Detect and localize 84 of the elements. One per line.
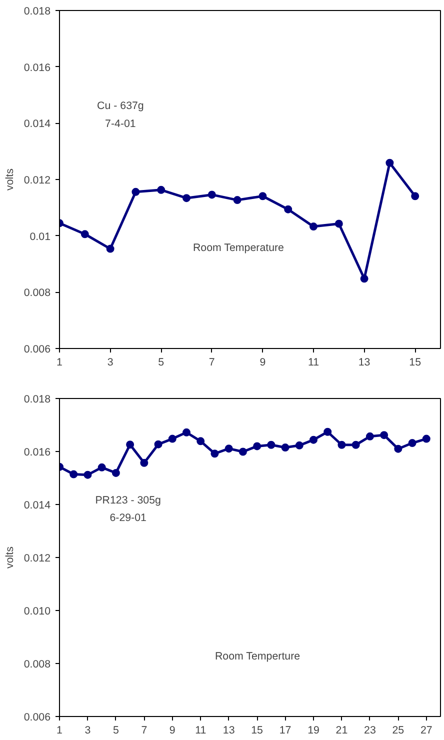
- point: [98, 463, 106, 472]
- y-tick-label: 0.016: [24, 446, 51, 458]
- x-tick-label: 7: [141, 724, 148, 736]
- x-tick-label: 9: [169, 724, 176, 736]
- point: [106, 244, 114, 253]
- y-axis-title: volts: [4, 546, 16, 568]
- annotation: Cu - 637g: [97, 100, 144, 112]
- point: [140, 458, 148, 467]
- y-tick-label: 0.008: [24, 287, 51, 300]
- x-tick-label: 17: [279, 724, 292, 736]
- point: [334, 220, 343, 228]
- point: [281, 444, 290, 452]
- point: [411, 192, 420, 200]
- y-tick-label: 0.012: [24, 174, 51, 186]
- point: [310, 222, 318, 231]
- y-axis-title: volts: [4, 168, 16, 190]
- x-tick-label: 21: [336, 724, 348, 736]
- point: [233, 196, 242, 204]
- x-tick-label: 1: [56, 356, 63, 368]
- point: [84, 470, 92, 479]
- point: [380, 431, 388, 440]
- point: [366, 432, 374, 440]
- point: [258, 192, 267, 200]
- x-tick-label: 15: [409, 356, 422, 368]
- point: [182, 428, 190, 436]
- point: [154, 440, 162, 448]
- y-tick-label: 0.018: [24, 394, 51, 406]
- y-tick-label: 0.01: [30, 230, 51, 243]
- point: [196, 437, 205, 446]
- point: [360, 274, 368, 283]
- x-tick-label: 11: [308, 356, 320, 368]
- point: [394, 444, 402, 453]
- x-tick-label: 19: [308, 724, 320, 736]
- annotation: Room Temperature: [192, 242, 284, 254]
- y-tick-label: 0.008: [24, 658, 51, 670]
- y-tick-label: 0.006: [24, 712, 51, 724]
- point: [224, 444, 233, 453]
- point: [310, 436, 318, 444]
- annotation: 7-4-01: [105, 118, 136, 130]
- x-tick-label: 13: [358, 356, 370, 368]
- y-tick-label: 0.018: [24, 6, 51, 18]
- point: [132, 188, 140, 196]
- point: [408, 439, 416, 448]
- point: [422, 434, 430, 443]
- point: [284, 205, 292, 214]
- y-tick-label: 0.010: [24, 606, 51, 618]
- point: [253, 442, 262, 450]
- point: [80, 230, 89, 238]
- y-tick-label: 0.016: [24, 62, 51, 74]
- x-tick-label: 9: [260, 356, 266, 368]
- x-tick-label: 3: [107, 356, 114, 368]
- point: [338, 440, 346, 449]
- point: [112, 468, 120, 477]
- y-tick-label: 0.012: [24, 552, 51, 564]
- x-tick-label: 5: [158, 356, 164, 368]
- point: [70, 470, 78, 478]
- y-tick-label: 0.014: [24, 500, 51, 512]
- y-tick-label: 0.006: [24, 344, 51, 356]
- point: [126, 440, 134, 449]
- point: [352, 440, 360, 449]
- x-tick-label: 25: [392, 724, 404, 736]
- x-tick-label: 23: [364, 724, 376, 736]
- point: [295, 441, 304, 450]
- x-tick-label: 7: [208, 356, 215, 368]
- point: [238, 448, 247, 456]
- x-tick-label: 13: [222, 724, 235, 736]
- point: [208, 190, 216, 199]
- point: [324, 428, 332, 436]
- x-tick-label: 27: [420, 724, 432, 736]
- x-tick-label: 5: [112, 724, 119, 736]
- x-tick-label: 15: [251, 724, 264, 736]
- x-tick-label: 1: [56, 724, 63, 736]
- annotation: Room Temperture: [214, 650, 300, 662]
- annotation: 6-29-01: [110, 512, 147, 524]
- point: [168, 434, 176, 443]
- point: [386, 158, 394, 167]
- annotation: PR123 - 305g: [95, 494, 162, 507]
- x-tick-label: 11: [195, 724, 206, 736]
- y-tick-label: 0.014: [24, 118, 51, 130]
- point: [210, 450, 219, 458]
- x-tick-label: 3: [84, 724, 91, 736]
- point: [267, 440, 276, 449]
- point: [182, 194, 190, 202]
- point: [157, 186, 166, 194]
